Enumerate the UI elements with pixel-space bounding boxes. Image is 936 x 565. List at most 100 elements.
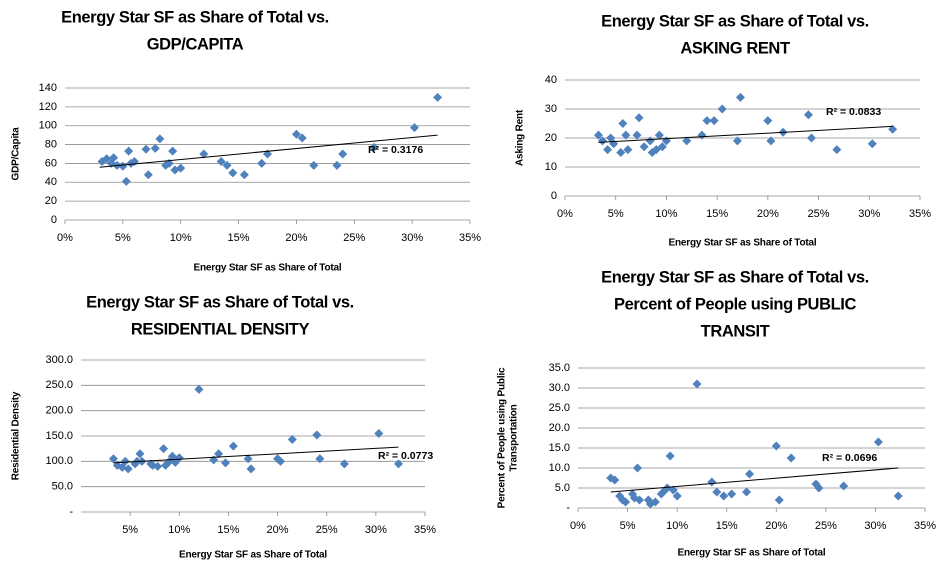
data-point — [174, 453, 184, 463]
r-squared: R² = 0.3176 — [368, 144, 423, 156]
data-point — [339, 459, 349, 469]
y-tick-label: 80 — [45, 138, 57, 150]
x-tick-label: 5% — [620, 520, 636, 532]
data-point — [159, 444, 169, 454]
data-point — [634, 113, 644, 123]
data-point — [109, 153, 119, 163]
x-tick-label: 30% — [401, 232, 423, 244]
data-point — [873, 437, 883, 447]
data-point — [709, 116, 719, 126]
data-point — [719, 491, 729, 501]
y-tick-label: 30.0 — [549, 382, 570, 394]
x-tick-label: 35% — [914, 520, 936, 532]
data-point — [645, 136, 655, 146]
data-point — [616, 148, 626, 157]
chart-title: Percent of People using PUBLIC — [614, 295, 856, 313]
data-point — [717, 104, 727, 114]
data-point — [369, 142, 379, 152]
chart-title: Energy Star SF as Share of Total vs. — [61, 8, 329, 26]
data-point — [155, 134, 165, 144]
data-point — [632, 130, 642, 140]
y-tick-label: 100.0 — [45, 455, 73, 467]
data-point — [123, 464, 133, 474]
data-point — [257, 158, 267, 168]
trendline — [99, 134, 438, 168]
x-tick-label: 25% — [815, 520, 837, 532]
data-point — [246, 464, 256, 474]
x-tick-label: 20% — [267, 524, 289, 536]
r-squared: R² = 0.0696 — [822, 452, 877, 464]
data-point — [867, 139, 877, 149]
data-point — [735, 92, 745, 102]
y-tick-label: 300.0 — [45, 354, 73, 366]
data-point — [893, 491, 903, 501]
x-tick-label: 15% — [706, 208, 728, 220]
data-point — [654, 130, 664, 140]
y-axis-title: Percent of People using Public — [497, 367, 508, 508]
x-tick-label: 5% — [115, 232, 131, 244]
x-tick-label: 10% — [170, 232, 192, 244]
data-point — [222, 160, 232, 170]
data-point — [150, 143, 160, 153]
data-point — [121, 176, 131, 186]
data-point — [766, 136, 776, 146]
x-tick-label: 20% — [757, 208, 779, 220]
y-axis-title: GDP/Capita — [11, 127, 22, 181]
x-tick-label: 15% — [217, 524, 239, 536]
data-point — [118, 161, 128, 171]
data-point — [814, 483, 824, 493]
data-point — [598, 136, 608, 146]
data-point — [839, 481, 849, 491]
x-tick-label: 5% — [122, 524, 138, 536]
y-tick-label: 20 — [45, 195, 57, 207]
data-point — [199, 149, 209, 159]
data-point — [692, 379, 702, 389]
data-point — [312, 430, 322, 440]
x-axis-title: Energy Star SF as Share of Total — [678, 548, 826, 559]
data-point — [712, 487, 722, 497]
data-point — [763, 116, 773, 126]
y-tick-label: 35.0 — [549, 362, 570, 374]
y-tick-label: 10.0 — [549, 462, 570, 474]
data-point — [610, 475, 620, 485]
y-tick-label: - — [69, 506, 73, 518]
data-point — [374, 428, 384, 438]
data-point — [682, 136, 692, 146]
data-point — [603, 145, 613, 155]
data-point — [124, 146, 134, 156]
y-tick-label: 150.0 — [45, 430, 73, 442]
data-point — [707, 477, 717, 487]
x-tick-label: 35% — [909, 208, 931, 220]
trendline — [610, 467, 899, 493]
data-point — [742, 487, 752, 497]
y-tick-label: 0 — [51, 214, 57, 226]
r-squared: R² = 0.0833 — [826, 106, 881, 118]
data-point — [786, 453, 796, 463]
y-axis-title: Transportation — [509, 404, 520, 471]
x-tick-label: 30% — [858, 208, 880, 220]
y-tick-label: 60 — [45, 157, 57, 169]
data-point — [621, 497, 631, 507]
data-point — [167, 451, 177, 461]
data-point — [727, 489, 737, 499]
x-tick-label: 25% — [808, 208, 830, 220]
data-point — [623, 145, 633, 155]
data-point — [228, 441, 238, 451]
x-tick-label: 25% — [316, 524, 338, 536]
x-tick-label: 10% — [168, 524, 190, 536]
x-axis-title: Energy Star SF as Share of Total — [669, 238, 817, 249]
chart-title: ASKING RENT — [680, 39, 790, 57]
trendline — [113, 446, 399, 464]
data-point — [668, 485, 678, 495]
y-tick-label: 5.0 — [555, 482, 570, 494]
data-point — [806, 133, 816, 143]
data-point — [108, 454, 118, 464]
data-point — [618, 119, 628, 128]
data-point — [332, 160, 342, 170]
y-tick-label: 140 — [39, 82, 57, 94]
data-point — [239, 170, 249, 180]
data-point — [338, 149, 348, 159]
data-point — [409, 123, 419, 133]
chart-title: Energy Star SF as Share of Total vs. — [86, 293, 354, 311]
y-tick-label: - — [566, 502, 570, 514]
